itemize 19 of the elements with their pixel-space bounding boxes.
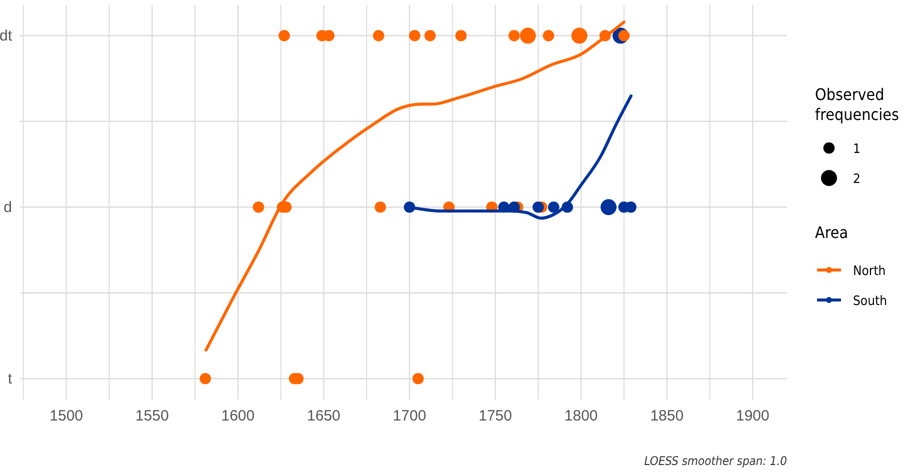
x-tick-label: 1800	[564, 408, 598, 425]
x-tick-label: 1750	[478, 408, 512, 425]
legend-label: 1	[853, 142, 860, 157]
category-label: d	[4, 198, 12, 216]
legend-title: Area	[815, 223, 848, 242]
x-tick-label: 1550	[135, 408, 169, 425]
x-tick-label: 1850	[650, 408, 684, 425]
x-tick-label: 1500	[50, 408, 84, 425]
x-tick-label: 1600	[221, 408, 255, 425]
legend-label: South	[853, 294, 887, 309]
text: LOESS smoother span: 1.0	[644, 454, 788, 468]
category-label: t	[8, 370, 12, 388]
text: Observed frequencies	[815, 85, 900, 124]
x-tick-label: 1700	[392, 408, 426, 425]
legend-label: 2	[853, 172, 860, 187]
x-tick-label: 1650	[307, 408, 340, 425]
category-label: dt	[0, 27, 12, 44]
legend-label: North	[853, 264, 886, 279]
x-tick-label: 1900	[736, 408, 770, 425]
